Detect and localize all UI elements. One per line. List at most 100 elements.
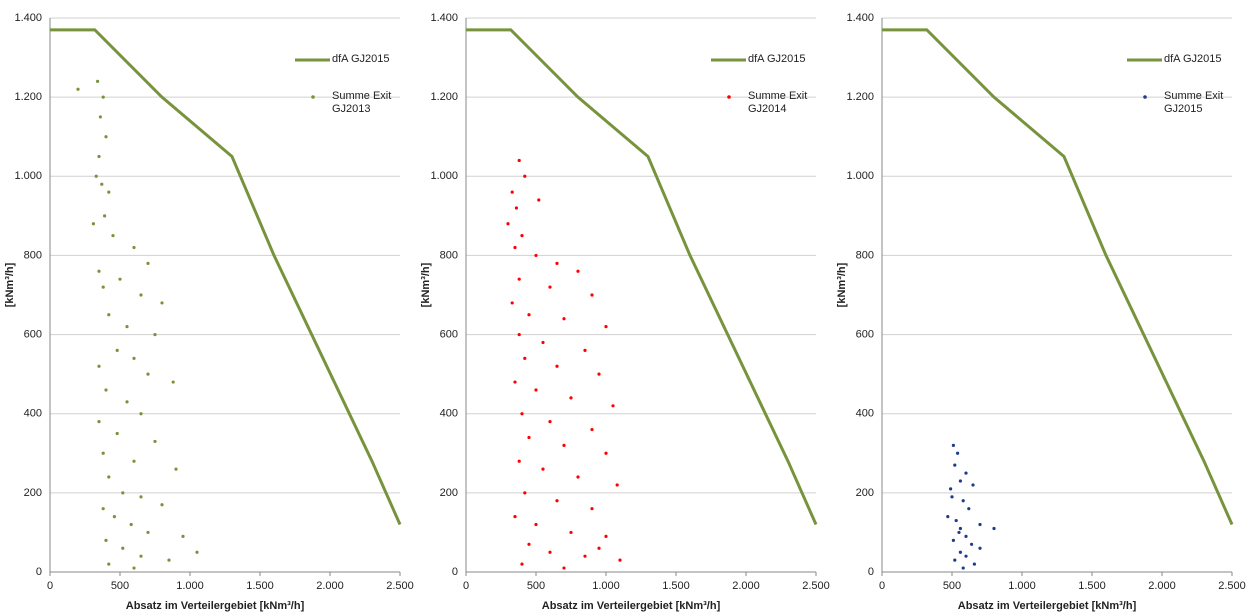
scatter-point (946, 515, 950, 519)
scatter-point (956, 451, 960, 455)
scatter-point (964, 534, 968, 538)
scatter-point (97, 269, 101, 273)
line-series (882, 28, 1234, 526)
scatter-point (604, 534, 608, 538)
y-tick-label: 800 (24, 249, 42, 261)
scatter-point (964, 554, 968, 558)
scatter-point (132, 245, 136, 250)
x-tick-label: 2.500 (802, 580, 830, 592)
y-tick-label: 1.400 (846, 12, 874, 24)
scatter-point (513, 380, 517, 384)
scatter-point (76, 87, 80, 91)
scatter-point (517, 277, 521, 281)
y-tick-label: 600 (24, 328, 42, 340)
legend-label: Summe Exit GJ2014 (748, 90, 808, 115)
scatter-point (569, 530, 573, 535)
scatter-point (604, 325, 608, 329)
scatter-point (604, 451, 608, 455)
x-tick-label: 1.500 (246, 580, 274, 592)
scatter-point (107, 190, 111, 194)
scatter-point (520, 234, 524, 238)
scatter-point (970, 542, 974, 546)
scatter-point (112, 515, 116, 519)
scatter-point (957, 530, 961, 535)
x-tick-label: 2.500 (386, 580, 414, 592)
scatter-point (527, 313, 531, 317)
scatter-point (978, 546, 982, 550)
scatter-point (964, 471, 968, 475)
scatter-point (954, 518, 958, 523)
scatter-point (562, 566, 566, 570)
y-tick-label: 200 (440, 487, 458, 499)
scatter-point (951, 443, 956, 447)
scatter-point (167, 558, 171, 562)
scatter-point (513, 515, 517, 519)
scatter-point (555, 499, 559, 503)
scatter-point (510, 301, 514, 305)
scatter-point (523, 174, 527, 178)
scatter-point (520, 562, 524, 566)
scatter-point (953, 463, 957, 467)
x-tick-label: 1.000 (1008, 580, 1036, 592)
line-series (466, 28, 818, 526)
legend-swatch (311, 95, 315, 99)
scatter-point (517, 332, 521, 337)
y-tick-label: 200 (856, 487, 874, 499)
scatter-point (517, 459, 521, 463)
x-tick-label: 0 (879, 580, 885, 592)
scatter-point (961, 499, 965, 503)
scatter-point (94, 174, 98, 178)
x-tick-label: 1.000 (592, 580, 620, 592)
scatter-point (523, 491, 527, 495)
scatter-point (107, 313, 111, 317)
y-tick-label: 1.200 (846, 91, 874, 103)
scatter-point (107, 562, 111, 566)
scatter-point (548, 285, 552, 289)
scatter-point (958, 526, 963, 531)
x-tick-label: 500 (943, 580, 961, 592)
scatter-point (104, 538, 108, 542)
x-axis-label: Absatz im Verteilergebiet [kNm³/h] (126, 600, 305, 612)
scatter-point (132, 566, 136, 570)
legend-swatch (1143, 95, 1147, 99)
scatter-point (132, 356, 136, 360)
scatter-point (615, 483, 619, 487)
legend-entry: dfA GJ2015 (748, 53, 806, 65)
scatter-point (590, 507, 594, 511)
x-tick-label: 0 (47, 580, 53, 592)
chart-panel: 0 200 400 600 800 1.000 1.200 1.400 0 500 1.000 1.5… (4, 12, 414, 612)
scatter-point (583, 554, 587, 558)
scatter-point (146, 261, 150, 265)
scatter-point (139, 554, 143, 558)
scatter-point (91, 222, 95, 226)
legend-swatch (727, 95, 731, 99)
y-tick-label: 400 (24, 408, 42, 420)
legend-label: Summe Exit GJ2015 (1164, 90, 1224, 115)
scatter-point (98, 115, 102, 119)
x-tick-label: 500 (527, 580, 545, 592)
y-tick-label: 1.200 (430, 91, 458, 103)
x-axis-label: Absatz im Verteilergebiet [kNm³/h] (542, 600, 721, 612)
y-tick-label: 600 (856, 328, 874, 340)
legend-label: dfA GJ2015 (1164, 53, 1222, 65)
scatter-point (139, 495, 143, 499)
x-tick-label: 1.500 (662, 580, 690, 592)
legend-entry: Summe Exit GJ2014 (748, 90, 808, 115)
x-tick-label: 500 (111, 580, 129, 592)
scatter-point (132, 459, 136, 463)
y-tick-label: 0 (452, 566, 458, 578)
scatter-point (958, 550, 963, 554)
scatter-point (953, 558, 957, 562)
y-tick-label: 1.000 (846, 170, 874, 182)
y-tick-label: 800 (856, 249, 874, 261)
scatter-point (139, 293, 143, 297)
x-tick-label: 0 (463, 580, 469, 592)
scatter-point (971, 483, 975, 487)
y-axis-label: [kNm³/h] (4, 262, 16, 307)
scatter-point (569, 396, 573, 400)
y-tick-label: 400 (440, 408, 458, 420)
y-tick-label: 1.400 (14, 12, 42, 24)
scatter-point (562, 317, 566, 321)
scatter-point (548, 420, 552, 424)
scatter-point (590, 427, 594, 432)
